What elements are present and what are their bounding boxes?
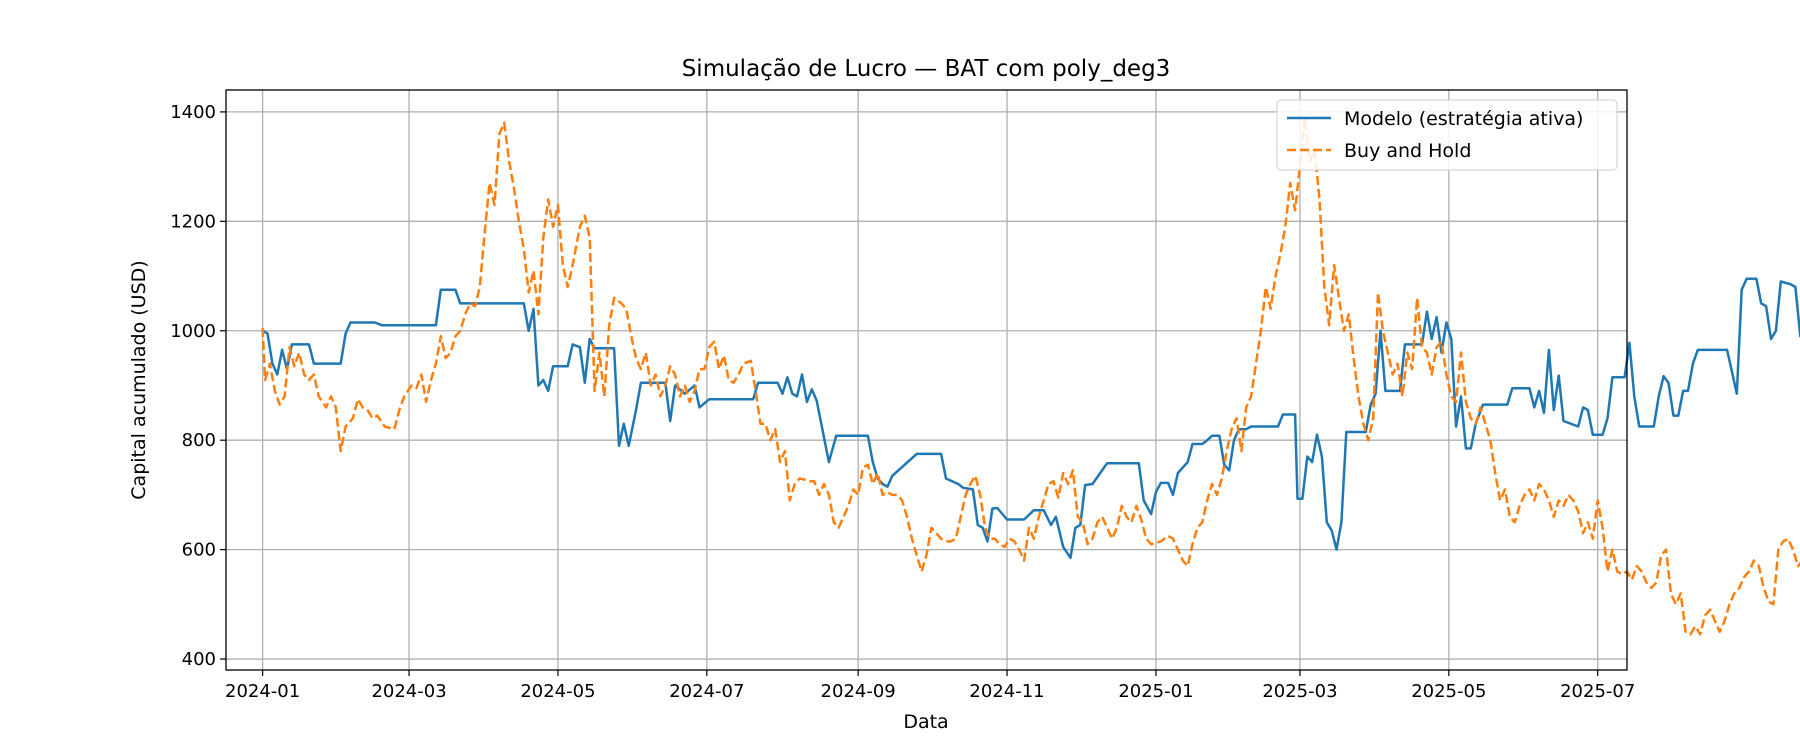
y-tick-label: 400 bbox=[182, 649, 216, 670]
y-tick-label: 1200 bbox=[170, 211, 216, 232]
x-tick-label: 2024-11 bbox=[969, 681, 1044, 702]
y-tick-label: 1400 bbox=[170, 102, 216, 123]
x-axis-title: Data bbox=[903, 711, 948, 733]
legend-box bbox=[1276, 99, 1618, 171]
chart-title: Simulação de Lucro — BAT com poly_deg3 bbox=[682, 56, 1171, 82]
x-tick-label: 2025-03 bbox=[1262, 681, 1337, 702]
x-tick-label: 2025-07 bbox=[1560, 681, 1635, 702]
grid-lines bbox=[226, 90, 1627, 670]
x-tick-label: 2024-09 bbox=[821, 681, 896, 702]
legend: Modelo (estratégia ativa) Buy and Hold bbox=[1276, 99, 1618, 171]
y-axis-title: Capital acumulado (USD) bbox=[128, 260, 150, 499]
plot-lines bbox=[261, 116, 1800, 636]
x-tick-label: 2025-01 bbox=[1118, 681, 1193, 702]
legend-label-buy-and-hold: Buy and Hold bbox=[1344, 140, 1471, 162]
y-tick-label: 1000 bbox=[170, 321, 216, 342]
plot-frame bbox=[225, 89, 1628, 671]
x-tick-label: 2024-03 bbox=[371, 681, 446, 702]
legend-label-model: Modelo (estratégia ativa) bbox=[1344, 108, 1583, 130]
series-line-buy-and-hold bbox=[261, 116, 1800, 636]
y-tick-label: 800 bbox=[182, 430, 216, 451]
x-tick-label: 2024-05 bbox=[520, 681, 595, 702]
y-axis: 400 600 800 1000 1200 1400 bbox=[170, 102, 226, 670]
x-tick-label: 2024-07 bbox=[669, 681, 744, 702]
x-tick-label: 2025-05 bbox=[1411, 681, 1486, 702]
x-axis: 2024-01 2024-03 2024-05 2024-07 2024-09 2024-… bbox=[225, 670, 1635, 702]
y-tick-label: 600 bbox=[182, 540, 216, 561]
series-line-model bbox=[261, 277, 1800, 560]
x-tick-label: 2024-01 bbox=[225, 681, 300, 702]
